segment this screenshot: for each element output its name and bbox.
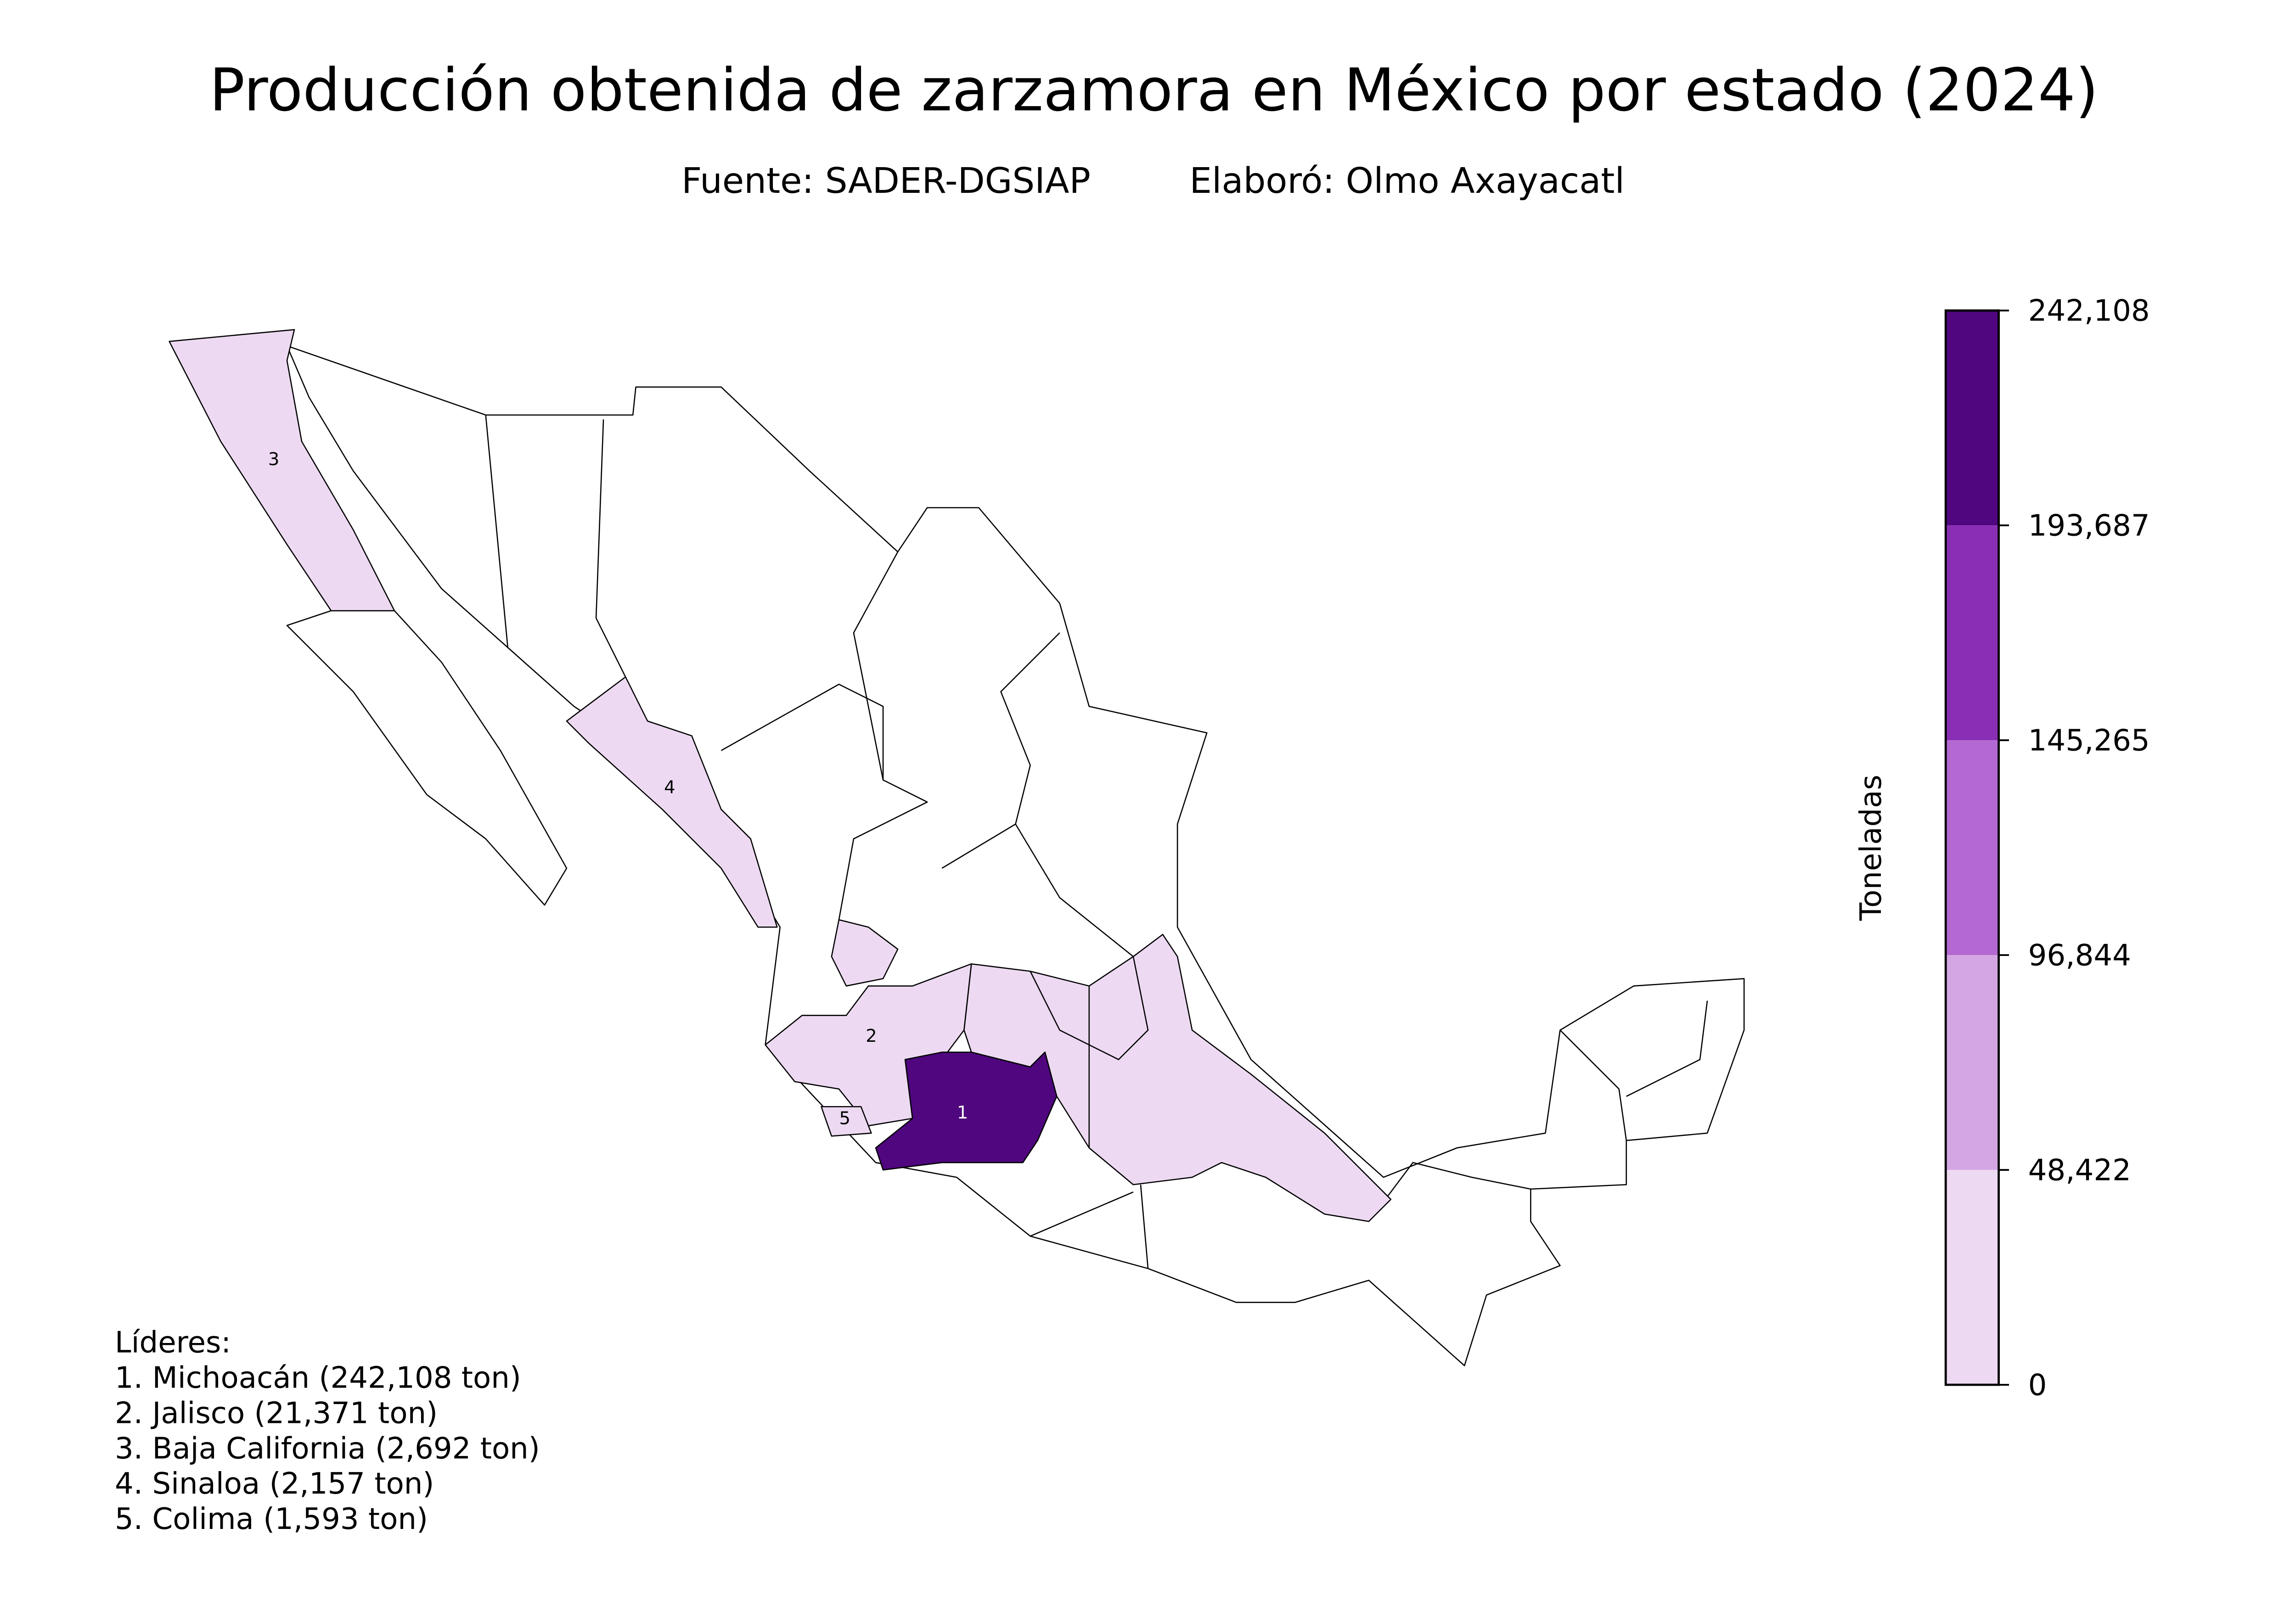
colorbar-tick-label: 48,422 xyxy=(2028,1154,2131,1188)
state-border xyxy=(1140,1185,1149,1269)
state-border xyxy=(485,415,509,648)
state-border xyxy=(1559,1029,1627,1141)
state-border xyxy=(1000,632,1134,957)
colorbar-segment xyxy=(1946,525,1999,741)
colorbar-segment xyxy=(1946,1170,1999,1385)
zacatecas-aguascalientes xyxy=(831,919,899,987)
state-border xyxy=(1626,1000,1708,1097)
state-label: 1 xyxy=(957,1102,968,1123)
state-border xyxy=(941,823,1016,869)
colorbar-segment xyxy=(1946,310,1999,526)
colorbar-tick-label: 96,844 xyxy=(2028,939,2131,973)
state-label: 3 xyxy=(268,449,279,470)
state-border xyxy=(1368,1162,1531,1222)
subtitle-source: Fuente: SADER-DGSIAP xyxy=(681,161,1091,202)
leader-item: 2. Jalisco (21,371 ton) xyxy=(115,1396,438,1430)
colorbar-tick-label: 242,108 xyxy=(2028,294,2150,328)
colorbar-segment xyxy=(1946,955,1999,1170)
michoacan xyxy=(875,1051,1058,1171)
sinaloa xyxy=(566,676,778,928)
leader-item: 1. Michoacán (242,108 ton) xyxy=(115,1361,521,1395)
colorbar-tick-label: 193,687 xyxy=(2028,509,2150,543)
state-label: 5 xyxy=(839,1108,850,1129)
producing-states xyxy=(169,329,1058,1171)
leaders-heading: Líderes: xyxy=(115,1326,231,1360)
subtitle-author: Elaboró: Olmo Axayacatl xyxy=(1189,161,1624,202)
state-labels: 1 2 3 4 5 xyxy=(268,449,968,1129)
state-border xyxy=(853,551,899,780)
leader-item: 5. Colima (1,593 ton) xyxy=(115,1502,428,1536)
leaders-box: Líderes: 1. Michoacán (242,108 ton) 2. J… xyxy=(115,1326,540,1537)
colorbar-frame xyxy=(1944,309,2000,1386)
baja-california xyxy=(169,329,395,612)
state-border xyxy=(595,419,626,677)
state-border xyxy=(1030,956,1149,1060)
colima xyxy=(821,1106,872,1137)
colorbar-segment xyxy=(1946,740,1999,955)
jalisco xyxy=(765,963,972,1127)
state-border xyxy=(1030,1191,1134,1237)
colorbar-tick-label: 0 xyxy=(2028,1368,2047,1402)
base-map xyxy=(286,345,1745,1366)
title: Producción obtenida de zarzamora en Méxi… xyxy=(209,56,2099,124)
state-label: 4 xyxy=(664,777,675,798)
colorbar: 0 48,422 96,844 145,265 193,687 242,108 xyxy=(1944,294,2150,1402)
state-label: 2 xyxy=(866,1026,877,1046)
colorbar-label: Toneladas xyxy=(1854,775,1888,921)
leader-item: 3. Baja California (2,692 ton) xyxy=(115,1432,540,1466)
colorbar-tick-label: 145,265 xyxy=(2028,724,2150,758)
baja-california-sur xyxy=(286,610,568,906)
leader-item: 4. Sinaloa (2,157 ton) xyxy=(115,1467,434,1501)
